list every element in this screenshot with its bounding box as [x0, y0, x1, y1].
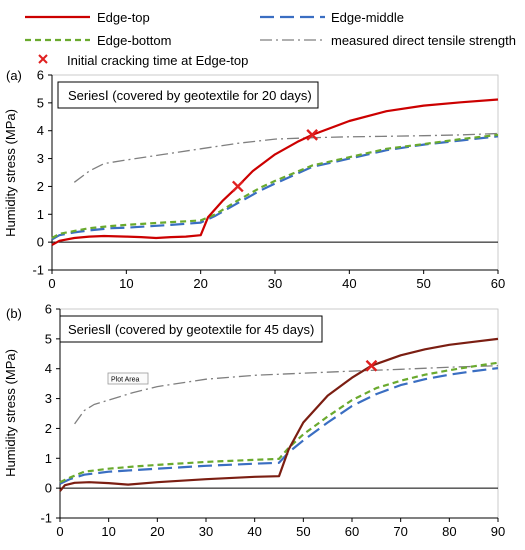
plot-area-tooltip: Plot Area [107, 372, 149, 385]
panel-a-series-box: SeriesⅠ (covered by geotextile for 20 da… [57, 81, 319, 109]
a-ytick-label: 6 [37, 68, 44, 83]
b-xtick-label: 20 [150, 524, 164, 539]
panel-a-label: (a) [6, 68, 22, 83]
legend-label-crack-time: Initial cracking time at Edge-top [67, 53, 248, 68]
b-ytick-label: 1 [45, 451, 52, 466]
b-ytick-label: -1 [40, 511, 52, 526]
a-ytick-label: 2 [37, 179, 44, 194]
a-xtick-label: 0 [48, 276, 55, 291]
b-xtick-label: 30 [199, 524, 213, 539]
plot-area-tooltip-label: Plot Area [111, 377, 140, 384]
b-crack-marker [365, 359, 378, 372]
legend-label-edge-middle: Edge-middle [331, 10, 404, 25]
a-ytick-label: 3 [37, 151, 44, 166]
panel-a-ylabel: Humidity stress (MPa) [3, 109, 18, 237]
a-crack-marker [231, 180, 244, 193]
panel-b-series-box-label: SeriesⅡ (covered by geotextile for 45 da… [68, 322, 314, 337]
a-series-edge-top [51, 98, 499, 246]
a-ytick-label: 4 [37, 123, 44, 138]
legend-label-tensile-strength: measured direct tensile strength [331, 33, 516, 48]
a-crack-marker-stroke [231, 180, 244, 193]
legend: Edge-top Edge-middle Edge-bottom measure… [25, 10, 516, 68]
b-ytick-label: 0 [45, 481, 52, 496]
panel-a-crack-markers [231, 129, 319, 193]
b-xtick-label: 80 [442, 524, 456, 539]
b-xtick-label: 0 [56, 524, 63, 539]
b-xtick-label: 40 [247, 524, 261, 539]
panel-b-series-box: SeriesⅡ (covered by geotextile for 45 da… [59, 315, 323, 343]
b-xtick-label: 70 [393, 524, 407, 539]
b-ytick-label: 4 [45, 361, 52, 376]
panel-b-ylabel: Humidity stress (MPa) [3, 349, 18, 477]
a-ytick-label: 0 [37, 235, 44, 250]
legend-label-edge-top: Edge-top [97, 10, 150, 25]
b-ytick-label: 3 [45, 391, 52, 406]
a-xtick-label: 40 [342, 276, 356, 291]
b-ytick-label: 5 [45, 331, 52, 346]
a-xtick-label: 20 [193, 276, 207, 291]
b-xtick-label: 50 [296, 524, 310, 539]
b-series-edge-top [59, 337, 499, 492]
legend-label-edge-bottom: Edge-bottom [97, 33, 171, 48]
b-xtick-label: 90 [491, 524, 505, 539]
b-xtick-label: 60 [345, 524, 359, 539]
panel-b-label: (b) [6, 306, 22, 321]
panel-a-series [51, 98, 499, 246]
b-series-measured-direct-tensile-strength [74, 365, 499, 425]
b-series-edge-middle [59, 367, 499, 485]
a-xtick-label: 10 [119, 276, 133, 291]
b-ytick-label: 6 [45, 302, 52, 317]
a-xtick-label: 60 [491, 276, 505, 291]
panel-a-series-box-label: SeriesⅠ (covered by geotextile for 20 da… [68, 88, 312, 103]
a-crack-marker [306, 129, 319, 141]
b-series-edge-bottom [59, 361, 499, 484]
a-series-measured-direct-tensile-strength [73, 132, 499, 183]
a-xtick-label: 30 [268, 276, 282, 291]
a-ytick-label: -1 [32, 263, 44, 278]
panel-b-series [59, 337, 499, 492]
a-xtick-label: 50 [416, 276, 430, 291]
a-series-edge-middle [51, 135, 499, 241]
a-crack-marker-stroke [306, 129, 319, 141]
a-ytick-label: 1 [37, 207, 44, 222]
b-xtick-label: 10 [101, 524, 115, 539]
a-ytick-label: 5 [37, 95, 44, 110]
a-series-edge-bottom [51, 133, 499, 239]
legend-marker-crack [38, 54, 48, 64]
b-ytick-label: 2 [45, 421, 52, 436]
b-crack-marker-stroke [365, 359, 378, 372]
panel-b-crack-markers [365, 359, 378, 372]
